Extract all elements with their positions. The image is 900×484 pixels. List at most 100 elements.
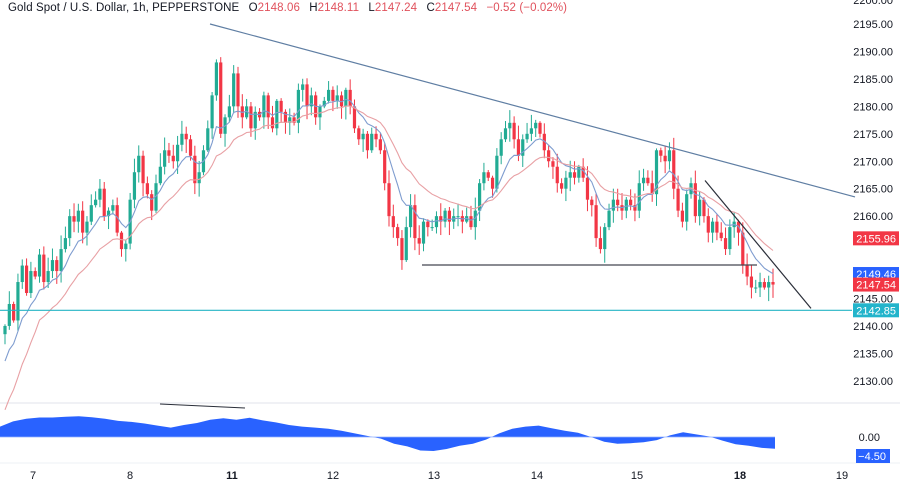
candle-body bbox=[305, 84, 309, 107]
short-trendline[interactable] bbox=[704, 180, 812, 309]
candle bbox=[98, 179, 102, 208]
candle-body bbox=[762, 282, 766, 288]
candle bbox=[495, 148, 499, 193]
candle bbox=[525, 122, 529, 143]
oscillator-tick-label: 0.00 bbox=[859, 432, 880, 444]
price-axis[interactable]: 2195.00 2190.00 2185.00 2180.00 2175.00 2170.… bbox=[853, 0, 899, 388]
candle bbox=[685, 189, 689, 231]
candle bbox=[348, 79, 352, 115]
candle bbox=[637, 170, 641, 219]
candle bbox=[335, 85, 339, 109]
candle bbox=[357, 125, 361, 145]
candle bbox=[417, 225, 421, 255]
candle-body bbox=[102, 188, 106, 217]
candle-body bbox=[326, 89, 331, 101]
candle-body bbox=[577, 166, 581, 178]
candle bbox=[421, 218, 426, 252]
candle-body bbox=[171, 155, 175, 162]
candle bbox=[439, 203, 443, 236]
candle-body bbox=[227, 106, 231, 118]
candle-body bbox=[262, 95, 266, 118]
candle bbox=[646, 170, 650, 186]
candle bbox=[262, 91, 266, 129]
candle-body bbox=[37, 254, 42, 277]
price-tick-label: 2175.00 bbox=[853, 129, 893, 141]
candle-body bbox=[421, 221, 426, 244]
candle bbox=[210, 92, 214, 139]
price-tick-label: 2145.00 bbox=[853, 294, 893, 306]
candle-body bbox=[547, 150, 551, 162]
candle-body bbox=[603, 227, 607, 250]
candle-body bbox=[141, 155, 145, 184]
candle-body bbox=[426, 221, 430, 228]
candle bbox=[590, 196, 594, 217]
candle-body bbox=[525, 133, 529, 140]
candle-body bbox=[322, 100, 326, 107]
candle bbox=[223, 114, 227, 147]
candle bbox=[758, 272, 762, 298]
date-label: 7 bbox=[30, 470, 36, 482]
candle-body bbox=[98, 188, 102, 200]
candle bbox=[551, 157, 555, 179]
candle-body bbox=[197, 172, 201, 184]
candle bbox=[698, 191, 702, 226]
oscillator-divergence-line[interactable] bbox=[159, 403, 246, 409]
price-tag-bg bbox=[853, 267, 899, 282]
candle bbox=[512, 116, 516, 149]
candle-body bbox=[706, 216, 710, 233]
candle-body bbox=[659, 150, 663, 156]
candle-body bbox=[331, 89, 335, 101]
time-axis[interactable]: 7 8 11 12 13 14 15 18 19 bbox=[30, 470, 848, 482]
candle bbox=[68, 209, 72, 247]
trendline-drawings[interactable] bbox=[0, 23, 856, 409]
candle-body bbox=[370, 133, 374, 151]
candle bbox=[710, 217, 715, 243]
candle-body bbox=[232, 73, 236, 107]
candle bbox=[603, 223, 607, 263]
price-tick-label: 2200.00 bbox=[853, 0, 893, 7]
candle-body bbox=[81, 210, 85, 233]
high-value: 2148.11 bbox=[317, 2, 360, 14]
date-label: 14 bbox=[531, 470, 543, 482]
candle bbox=[33, 267, 37, 280]
candle bbox=[503, 121, 508, 143]
candle-body bbox=[344, 89, 348, 107]
candle-body bbox=[611, 199, 615, 211]
price-tag-label: 2147.54 bbox=[856, 280, 896, 292]
candle bbox=[279, 98, 283, 123]
candle-body bbox=[473, 210, 477, 228]
candle-body bbox=[348, 89, 352, 107]
candle bbox=[111, 199, 115, 214]
candle-body bbox=[478, 183, 482, 211]
candle-body bbox=[559, 183, 564, 189]
candle bbox=[374, 126, 378, 148]
candle-body bbox=[581, 166, 585, 178]
candle-body bbox=[633, 205, 637, 211]
price-tag-label: 2155.96 bbox=[856, 233, 896, 245]
candle bbox=[680, 202, 684, 228]
candle bbox=[749, 265, 754, 299]
candle bbox=[76, 203, 80, 233]
date-label: 15 bbox=[631, 470, 643, 482]
candle bbox=[594, 193, 598, 247]
price-tag: 2155.96 bbox=[853, 231, 899, 246]
price-tick-label: 2160.00 bbox=[853, 211, 893, 223]
candle-body bbox=[447, 210, 452, 222]
candle-body bbox=[486, 172, 490, 178]
candle bbox=[301, 78, 305, 102]
candle bbox=[184, 126, 188, 153]
candle bbox=[309, 87, 313, 116]
candle-body bbox=[672, 150, 676, 189]
candle bbox=[719, 222, 723, 242]
candle-body bbox=[745, 265, 749, 277]
candle-body bbox=[24, 265, 29, 294]
candle-body bbox=[283, 111, 288, 123]
candle bbox=[365, 131, 370, 159]
descending-trendline[interactable] bbox=[209, 23, 856, 198]
candle bbox=[378, 133, 382, 155]
candle bbox=[72, 203, 76, 233]
candle-body bbox=[555, 166, 559, 184]
candle-body bbox=[296, 89, 300, 123]
close-label: C bbox=[426, 2, 435, 14]
